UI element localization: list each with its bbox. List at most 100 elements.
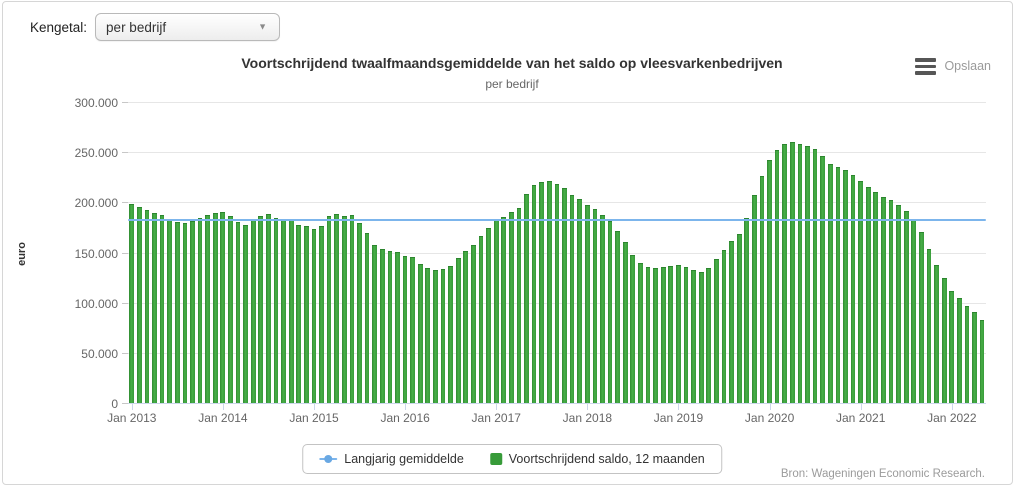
bar[interactable] (235, 222, 241, 404)
bar[interactable] (539, 182, 545, 404)
bar[interactable] (524, 194, 529, 404)
bar[interactable] (152, 213, 157, 404)
bar[interactable] (751, 195, 757, 404)
bar[interactable] (691, 269, 696, 404)
bar[interactable] (243, 225, 248, 404)
bar[interactable] (600, 215, 605, 404)
bar[interactable] (638, 262, 643, 404)
bar[interactable] (448, 265, 453, 404)
bar[interactable] (296, 225, 302, 404)
bar[interactable] (509, 212, 514, 404)
bar[interactable] (592, 209, 598, 404)
bar[interactable] (190, 221, 195, 404)
bar[interactable] (653, 267, 658, 404)
bar[interactable] (174, 222, 180, 404)
bar[interactable] (471, 245, 476, 404)
save-export-button[interactable]: Opslaan (915, 58, 991, 75)
kengetal-dropdown[interactable]: per bedrijf ▼ (95, 13, 281, 41)
bar[interactable] (972, 311, 977, 404)
bar[interactable] (888, 200, 894, 404)
bar[interactable] (182, 223, 188, 404)
bar[interactable] (584, 205, 590, 404)
bar[interactable] (562, 188, 567, 404)
bar[interactable] (926, 248, 932, 404)
bar[interactable] (919, 232, 924, 404)
bar[interactable] (805, 146, 810, 404)
bar[interactable] (546, 181, 552, 404)
bar[interactable] (843, 170, 848, 404)
bar[interactable] (554, 184, 560, 404)
bar[interactable] (759, 176, 765, 404)
bar[interactable] (167, 219, 173, 404)
bar[interactable] (881, 197, 886, 404)
bar[interactable] (410, 256, 415, 404)
bar[interactable] (714, 258, 719, 404)
bar[interactable] (721, 249, 727, 404)
bar[interactable] (744, 218, 750, 404)
bar[interactable] (911, 219, 917, 404)
bar[interactable] (827, 164, 833, 404)
bar[interactable] (266, 214, 271, 404)
bar[interactable] (668, 265, 674, 404)
bar[interactable] (645, 266, 651, 404)
bar[interactable] (463, 250, 469, 404)
bar[interactable] (789, 142, 795, 404)
bar[interactable] (228, 216, 233, 404)
bar[interactable] (387, 250, 393, 404)
bar[interactable] (433, 269, 438, 404)
bar[interactable] (729, 241, 734, 404)
bar[interactable] (372, 245, 378, 404)
bar[interactable] (774, 150, 780, 404)
bar[interactable] (569, 195, 575, 404)
legend-item-saldo[interactable]: Voortschrijdend saldo, 12 maanden (489, 452, 705, 466)
bar[interactable] (736, 234, 742, 404)
bar[interactable] (607, 221, 613, 404)
bar[interactable] (357, 223, 362, 404)
bar[interactable] (395, 251, 400, 404)
bar[interactable] (698, 271, 704, 404)
bar[interactable] (812, 149, 818, 404)
bar[interactable] (501, 217, 507, 404)
bar[interactable] (478, 236, 484, 404)
bar[interactable] (288, 220, 294, 404)
bar[interactable] (281, 219, 286, 404)
bar[interactable] (493, 220, 499, 404)
bar[interactable] (136, 207, 142, 404)
bar[interactable] (144, 210, 150, 404)
bar[interactable] (440, 268, 446, 404)
bar[interactable] (949, 290, 955, 404)
bar[interactable] (273, 218, 279, 404)
bar[interactable] (896, 205, 901, 404)
bar[interactable] (304, 226, 309, 404)
bar[interactable] (660, 266, 666, 404)
bar[interactable] (349, 215, 355, 404)
bar[interactable] (258, 216, 264, 404)
bar[interactable] (319, 226, 324, 404)
bar[interactable] (326, 216, 332, 404)
bar[interactable] (797, 144, 803, 404)
bar[interactable] (934, 264, 939, 404)
bar[interactable] (220, 212, 226, 404)
legend-item-average[interactable]: Langjarig gemiddelde (319, 452, 464, 466)
bar[interactable] (379, 248, 385, 404)
bar[interactable] (622, 242, 628, 404)
bar[interactable] (417, 263, 423, 404)
bar[interactable] (197, 218, 203, 404)
bar[interactable] (205, 215, 210, 404)
bar[interactable] (615, 231, 621, 404)
bar[interactable] (630, 254, 636, 404)
bar[interactable] (865, 187, 871, 404)
bar[interactable] (129, 204, 135, 404)
bar[interactable] (425, 267, 431, 404)
bar[interactable] (835, 167, 841, 404)
bar[interactable] (956, 297, 962, 404)
bar[interactable] (964, 305, 970, 404)
bar[interactable] (820, 156, 826, 404)
bar[interactable] (341, 216, 347, 404)
bar[interactable] (212, 213, 218, 404)
bar[interactable] (873, 192, 879, 404)
bar[interactable] (364, 233, 370, 404)
bar[interactable] (850, 175, 856, 404)
bar[interactable] (767, 160, 772, 404)
bar[interactable] (250, 219, 256, 404)
